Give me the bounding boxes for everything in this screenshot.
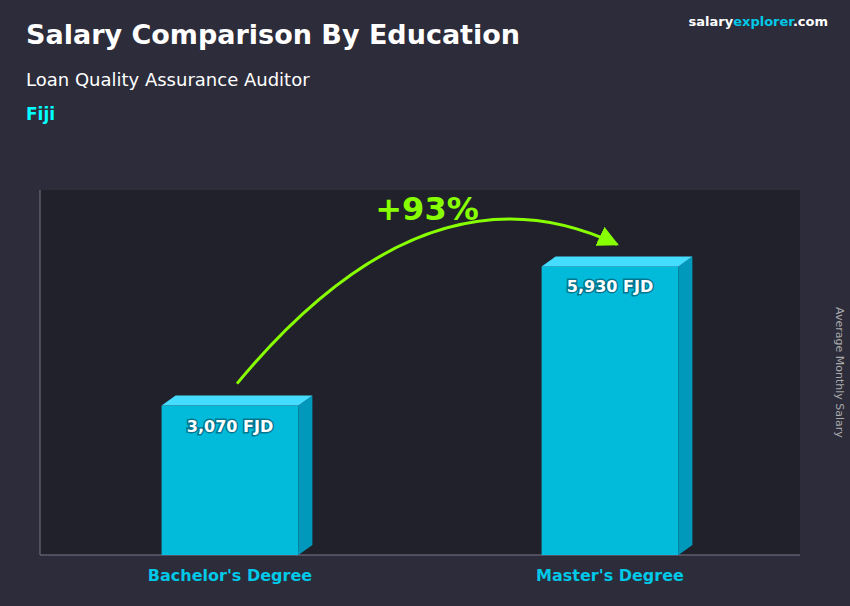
x-axis-line: [40, 555, 800, 556]
data-label: 5,930 FJD: [567, 277, 653, 296]
bar-3d: [162, 396, 313, 555]
chart-container: Salary Comparison By Education salaryexpl…: [0, 0, 850, 606]
y-axis-line: [40, 190, 41, 555]
bar: [542, 266, 679, 555]
bars: [162, 256, 693, 555]
plot-area: [40, 190, 800, 555]
bar-top: [162, 396, 313, 406]
subtitle: Loan Quality Assurance Auditor: [26, 69, 310, 90]
y-axis-label: Average Monthly Salary: [833, 307, 846, 438]
site-part: salary: [689, 14, 734, 29]
bar-3d: [542, 256, 693, 555]
site-part: .com: [793, 14, 828, 29]
bar-side: [298, 396, 312, 555]
annotation: +93%: [375, 190, 478, 228]
bar-top: [542, 256, 693, 266]
site-part: explorer: [733, 14, 795, 29]
data-label: 3,070 FJD: [187, 417, 273, 436]
chart-svg: Salary Comparison By Education salaryexpl…: [0, 0, 850, 606]
background: [0, 0, 850, 606]
location: Fiji: [26, 104, 55, 124]
site-name: salaryexplorer.com: [689, 14, 828, 29]
bar: [162, 406, 299, 555]
title: Salary Comparison By Education: [26, 19, 520, 50]
x-tick-label: Master's Degree: [536, 566, 684, 585]
x-tick-label: Bachelor's Degree: [148, 566, 312, 585]
bar-side: [678, 256, 692, 555]
change-arrow: [237, 219, 617, 384]
